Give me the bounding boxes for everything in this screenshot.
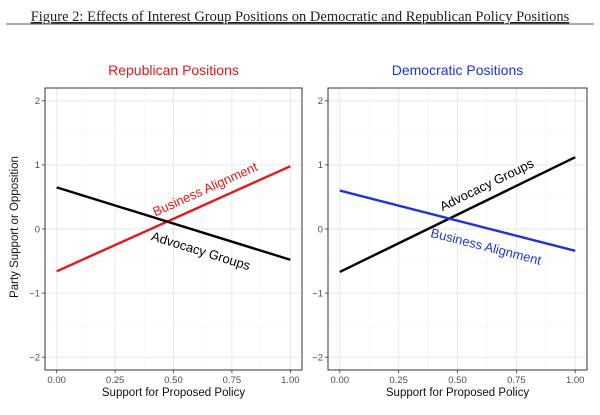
y-tick-label: 1 bbox=[35, 160, 40, 171]
x-tick-label: 0.00 bbox=[331, 375, 350, 386]
panel-title: Republican Positions bbox=[108, 62, 239, 78]
x-tick-label: 1.00 bbox=[281, 375, 300, 386]
x-tick-label: 0.25 bbox=[389, 375, 408, 386]
y-tick-label: 0 bbox=[35, 224, 40, 235]
series-line-advocacy-groups bbox=[56, 186, 291, 261]
x-tick-label: 1.00 bbox=[566, 375, 585, 386]
y-tick-label: 2 bbox=[318, 96, 323, 107]
x-tick-label: 0.75 bbox=[507, 375, 526, 386]
x-axis-label: Support for Proposed Policy bbox=[386, 387, 529, 399]
series-line-advocacy-groups bbox=[339, 156, 576, 274]
x-tick-label: 0.50 bbox=[164, 375, 183, 386]
y-axis-label: Party Support or Opposition bbox=[9, 156, 21, 298]
panel-title: Democratic Positions bbox=[392, 62, 524, 78]
y-tick-label: 0 bbox=[318, 224, 323, 235]
y-tick-label: −1 bbox=[29, 288, 40, 299]
x-axis-label: Support for Proposed Policy bbox=[102, 387, 245, 399]
y-tick-label: 1 bbox=[318, 160, 323, 171]
x-tick-label: 0.50 bbox=[448, 375, 467, 386]
x-tick-label: 0.00 bbox=[47, 375, 66, 386]
x-tick-label: 0.25 bbox=[106, 375, 125, 386]
x-tick-label: 0.75 bbox=[223, 375, 242, 386]
y-tick-label: −2 bbox=[29, 352, 40, 363]
series-line-business-alignment bbox=[339, 189, 576, 252]
series-line-business-alignment bbox=[56, 165, 291, 273]
y-tick-label: −1 bbox=[312, 288, 323, 299]
y-tick-label: 2 bbox=[35, 96, 40, 107]
y-tick-label: −2 bbox=[312, 352, 323, 363]
figure-title: Figure 2: Effects of Interest Group Posi… bbox=[31, 9, 570, 25]
